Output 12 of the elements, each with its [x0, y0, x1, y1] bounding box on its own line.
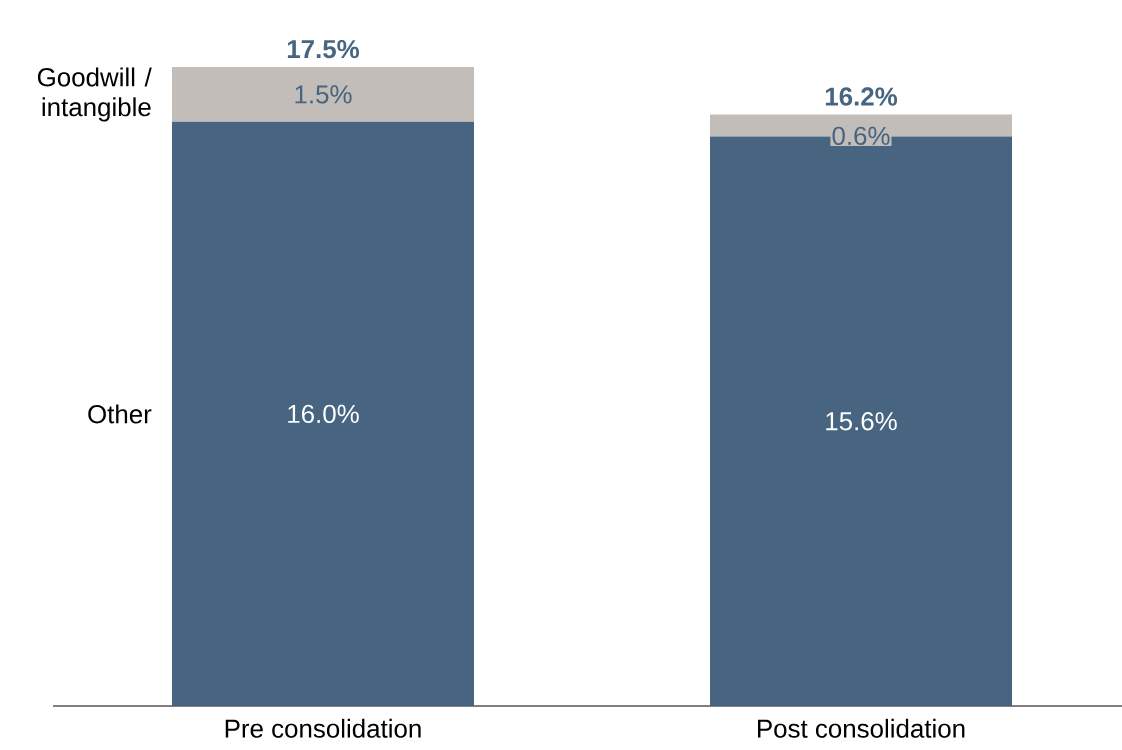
data-label: 15.6% [826, 412, 897, 431]
bar [172, 67, 474, 122]
total-label: 17.5% [287, 39, 360, 59]
data-label: 0.6% [832, 126, 890, 146]
x-tick-label: Post consolidation [758, 718, 965, 738]
series-label: Goodwill / intangible [37, 67, 152, 122]
bar [172, 121, 474, 706]
data-label: 1.5% [295, 85, 352, 104]
x-tick-label: Pre consolidation [225, 718, 421, 738]
data-label: 16.0% [288, 404, 359, 424]
total-label: 16.2% [825, 87, 898, 106]
series-label: Other [88, 404, 152, 424]
